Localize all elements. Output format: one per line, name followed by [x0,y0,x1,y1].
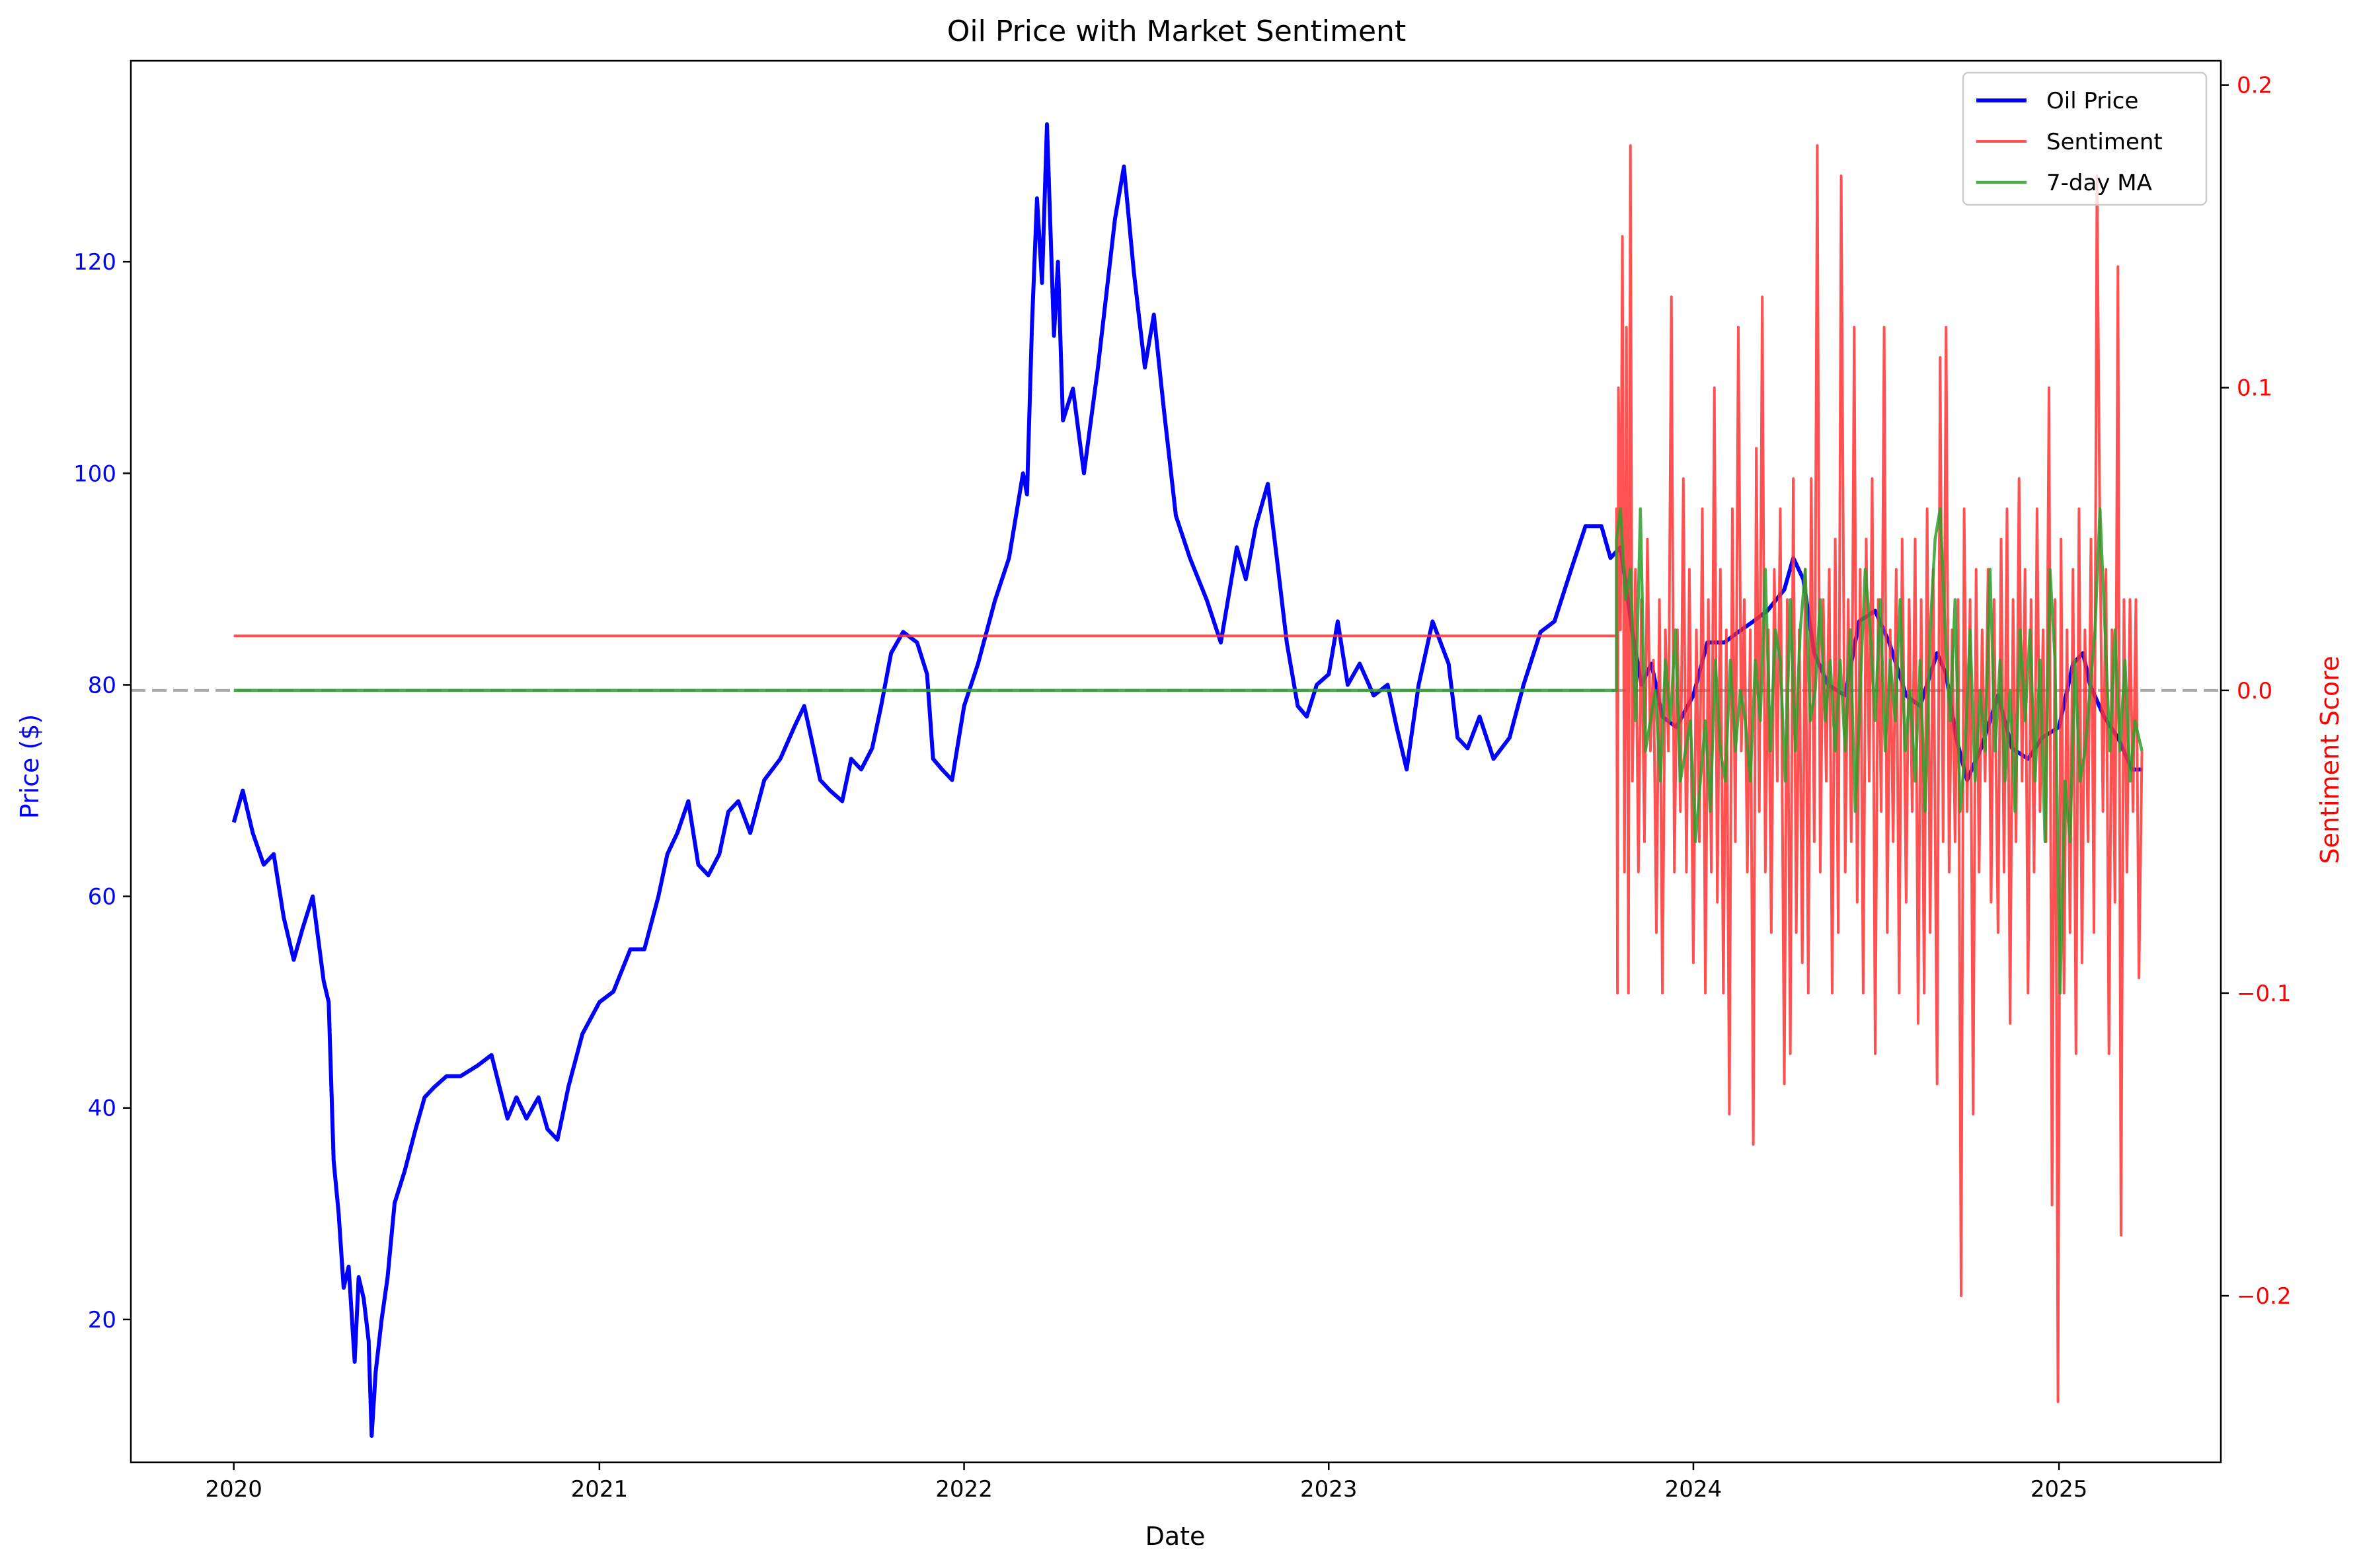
x-tick-label: 2024 [1665,1476,1722,1503]
series-group [131,122,2221,1438]
right-tick-label: 0.2 [2237,73,2272,99]
left-tick-label: 120 [73,249,116,276]
right-tick-label: −0.2 [2237,1283,2292,1310]
axes-frame [130,59,2222,1464]
right-axis-label: Sentiment Score [2315,656,2344,864]
x-tick-label: 2020 [205,1476,262,1503]
seven-day-ma-line [233,507,2144,995]
legend-frame [1962,71,2208,206]
right-tick-label: 0.1 [2237,375,2272,402]
x-tick-label: 2021 [571,1476,629,1503]
x-tick-label: 2022 [935,1476,993,1503]
left-tick-label: 100 [73,461,116,487]
left-tick-label: 40 [88,1096,116,1122]
x-tick-label: 2025 [2030,1476,2088,1503]
x-axis-label: Date [1145,1522,1206,1551]
legend-label-seven-day-ma: 7-day MA [2046,170,2152,196]
left-axis-label: Price ($) [15,714,44,819]
right-tick-label: 0.0 [2237,678,2272,704]
left-tick-label: 20 [88,1307,116,1333]
chart-title: Oil Price with Market Sentiment [947,15,1406,48]
legend-label-oil-price: Oil Price [2046,88,2138,114]
x-tick-label: 2023 [1300,1476,1358,1503]
plot-area [131,122,2221,1438]
left-tick-label: 60 [88,884,116,911]
legend: Oil Price Sentiment 7-day MA [1962,71,2208,206]
left-tick-label: 80 [88,672,116,698]
axes-layer: 2020 2021 2022 2023 2024 2025 20 40 60 80 100 120 −0… [73,59,2292,1503]
legend-label-sentiment: Sentiment [2046,129,2163,155]
right-tick-label: −0.1 [2237,981,2292,1007]
